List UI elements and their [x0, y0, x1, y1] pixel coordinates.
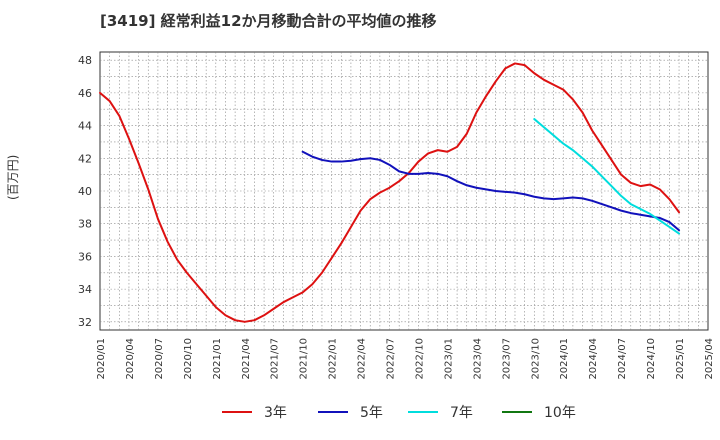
- x-tick-label: 2022/01: [328, 338, 339, 380]
- x-tick-label: 2024/10: [646, 338, 657, 380]
- y-tick-label: 42: [78, 152, 92, 165]
- x-tick-label: 2024/04: [588, 338, 599, 380]
- x-tick-label: 2025/01: [675, 338, 686, 380]
- x-tick-label: 2023/07: [501, 338, 512, 380]
- y-tick-label: 32: [78, 316, 92, 329]
- legend-label: 7年: [450, 405, 473, 421]
- y-tick-label: 38: [78, 218, 92, 231]
- x-tick-label: 2022/04: [357, 338, 368, 380]
- x-tick-label: 2023/01: [443, 338, 454, 380]
- y-tick-label: 46: [78, 87, 92, 100]
- x-tick-label: 2021/01: [212, 338, 223, 380]
- legend-label: 3年: [264, 405, 287, 421]
- x-tick-label: 2021/07: [270, 338, 281, 380]
- x-tick-label: 2020/07: [154, 338, 165, 380]
- series-line-5年: [301, 150, 681, 232]
- series-line-3年: [99, 62, 681, 323]
- x-tick-label: 2020/01: [96, 338, 107, 380]
- x-tick-label: 2024/07: [617, 338, 628, 380]
- y-tick-label: 44: [78, 120, 92, 133]
- y-tick-label: 40: [78, 185, 92, 198]
- plot-area: [99, 51, 709, 331]
- x-tick-label: 2021/10: [299, 338, 310, 380]
- x-tick-label: 2025/04: [704, 338, 715, 380]
- legend-label: 5年: [360, 405, 383, 421]
- y-tick-label: 36: [78, 250, 92, 263]
- chart-title: [3419] 経常利益12か月移動合計の平均値の推移: [100, 12, 437, 30]
- y-tick-label: 48: [78, 54, 92, 67]
- x-tick-label: 2023/04: [472, 338, 483, 380]
- legend: 3年 5年 7年 10年: [222, 405, 576, 421]
- series-line-7年: [533, 118, 681, 235]
- series-layer: [99, 62, 681, 323]
- x-tick-label: 2024/01: [559, 338, 570, 380]
- y-tick-label: 34: [78, 283, 92, 296]
- x-tick-label: 2022/07: [386, 338, 397, 380]
- x-tick-label: 2023/10: [530, 338, 541, 380]
- x-tick-label: 2020/04: [125, 338, 136, 380]
- x-tick-label: 2021/04: [241, 338, 252, 380]
- axis-layer: 32 34 36 38 40 42 44 46 48 2020/01 2020/04 2020/07 2…: [78, 54, 715, 379]
- legend-label: 10年: [544, 405, 576, 421]
- x-tick-label: 2020/10: [183, 338, 194, 380]
- x-tick-label: 2022/10: [414, 338, 425, 380]
